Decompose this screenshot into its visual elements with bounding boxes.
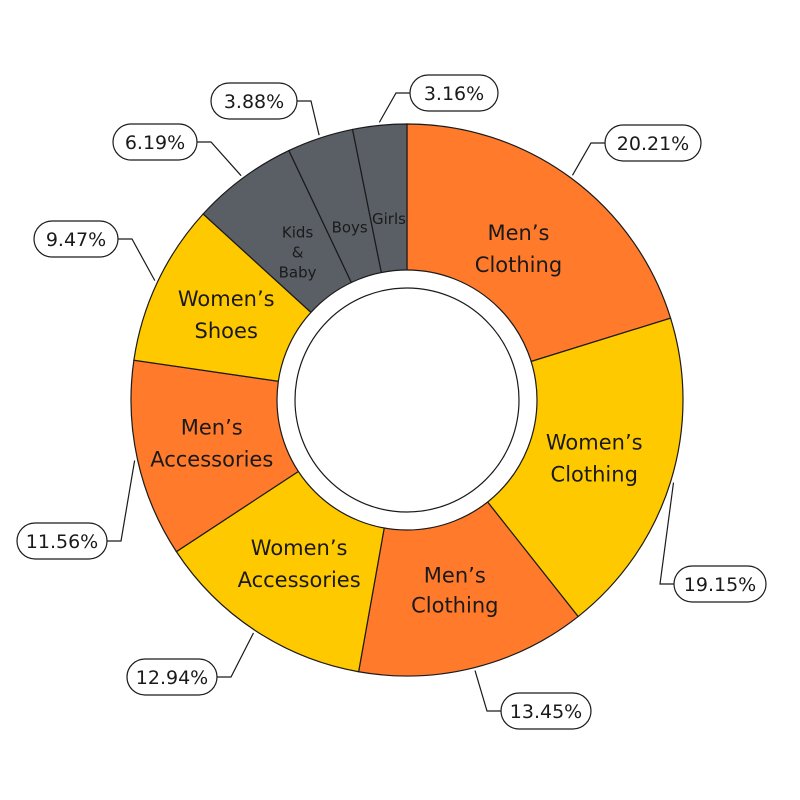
callout-leader-0 — [571, 142, 605, 176]
callout-leader-7 — [297, 100, 320, 136]
callout-box-6 — [112, 123, 198, 161]
callout-box-2 — [500, 692, 592, 730]
callout-percent-4: 11.56% — [26, 531, 98, 553]
callout-percent-8: 3.16% — [424, 83, 484, 105]
slice-label-line: Girls — [372, 210, 406, 228]
callout-box-7 — [210, 82, 298, 120]
callout-leader-8 — [378, 92, 410, 123]
slice-label-8: Girls — [372, 210, 406, 228]
slice-label-line: Clothing — [411, 593, 498, 617]
callout-percent-3: 12.94% — [136, 667, 208, 689]
slice-label-4: Men’s Accessories — [150, 416, 273, 472]
callout-percent-2: 13.45% — [510, 701, 582, 723]
callout-leader-2 — [474, 670, 501, 712]
slice-label-line: Clothing — [475, 253, 562, 277]
slice-label-line: & — [292, 243, 304, 261]
slice-label-line: Women’s — [178, 287, 275, 311]
slice-label-line: Baby — [279, 263, 317, 281]
slice-label-line: Accessories — [238, 568, 361, 592]
callout-leader-1 — [659, 482, 675, 585]
callout-percent-0: 20.21% — [617, 133, 689, 155]
slice-label-line: Women’s — [546, 430, 643, 454]
slice-label-line: Men’s — [488, 221, 550, 245]
slice-label-5: Women’s Shoes — [178, 287, 275, 343]
callout-box-0 — [604, 124, 702, 162]
slice-label-0: Men’s Clothing — [475, 221, 562, 277]
slice-label-line: Boys — [332, 219, 368, 237]
callout-box-3 — [126, 658, 218, 696]
slice-label-3: Women’s Accessories — [238, 536, 361, 592]
percent-callouts-group: 20.21% 19.15% 13.45% 12.94% 11.56% 9.47% 6.19%… — [16, 74, 767, 730]
slice-label-line: Men’s — [181, 416, 243, 440]
callout-box-5 — [33, 220, 119, 258]
callout-box-8 — [409, 74, 499, 112]
slice-label-6: Kids & Baby — [279, 223, 317, 281]
slice-label-line: Clothing — [551, 462, 638, 486]
donut-hole-inner — [294, 287, 520, 513]
slice-label-line: Kids — [282, 223, 314, 241]
slice-label-2: Men’s Clothing — [411, 563, 498, 617]
callout-leader-5 — [118, 238, 156, 281]
slices-group — [130, 123, 684, 677]
callout-box-1 — [673, 565, 767, 603]
callout-leader-6 — [197, 141, 242, 177]
slice-label-line: Shoes — [195, 319, 258, 343]
slice-label-7: Boys — [332, 219, 368, 237]
callout-leader-4 — [107, 460, 136, 542]
callout-percent-1: 19.15% — [684, 574, 756, 596]
callout-percent-5: 9.47% — [46, 229, 106, 251]
callout-box-4 — [16, 522, 108, 560]
callout-percent-6: 6.19% — [125, 132, 185, 154]
slice-label-line: Women’s — [251, 536, 348, 560]
slice-label-line: Men’s — [424, 563, 486, 587]
callout-percent-7: 3.88% — [224, 91, 284, 113]
callout-leader-3 — [217, 632, 255, 678]
slice-label-1: Women’s Clothing — [546, 430, 643, 486]
slice-labels-group: Men’s Clothing Women’s Clothing Men’s Clothin… — [150, 210, 642, 617]
slice-label-line: Accessories — [150, 448, 273, 472]
